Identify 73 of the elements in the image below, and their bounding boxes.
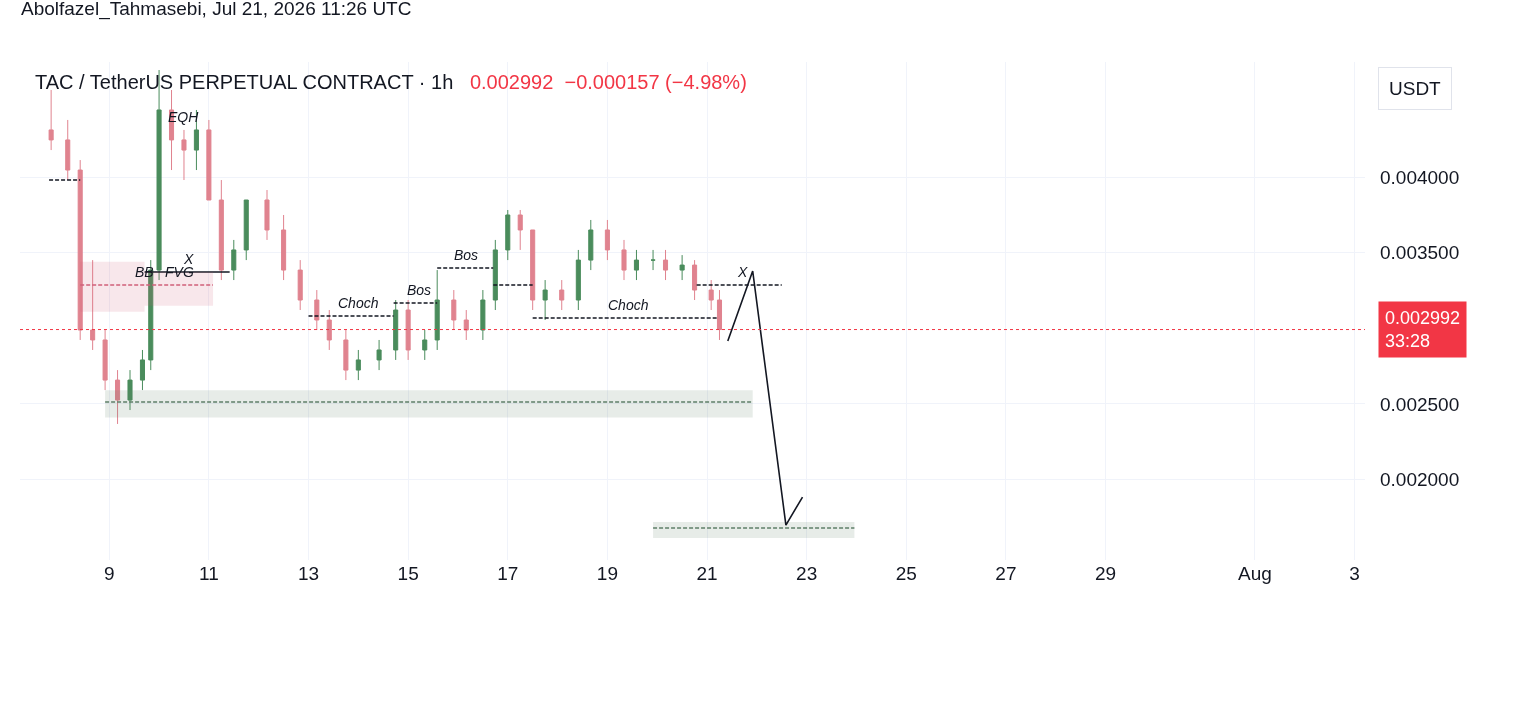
candlestick [650, 249, 656, 271]
candlestick [463, 309, 469, 341]
candlestick [102, 329, 108, 391]
y-tick-label: 0.002000 [1380, 469, 1460, 491]
candlestick [530, 229, 536, 311]
y-axis-title: USDT [1389, 78, 1442, 99]
annotation: X [737, 264, 748, 280]
ref-line-label: 0.002992 33:28 [1385, 308, 1461, 352]
candlestick [218, 179, 224, 281]
candlestick [434, 269, 440, 351]
y-tick-label: 0.004000 [1380, 166, 1460, 188]
candlestick [679, 254, 685, 281]
x-tick-label: 29 [1094, 563, 1117, 584]
candlestick [451, 289, 457, 331]
candlestick [517, 209, 523, 251]
candlestick [181, 129, 187, 181]
x-tick-label: 9 [103, 563, 115, 584]
candlestick [264, 189, 270, 241]
candlestick [492, 239, 498, 311]
candlestick [422, 329, 428, 361]
x-tick-label: 17 [497, 563, 519, 584]
text: Abolfazel_Tahmasebi, Jul 21, 2026 11:26 UTC [21, 0, 412, 20]
annotation: Choch [608, 297, 649, 313]
candlestick [575, 249, 581, 311]
candlestick [326, 309, 332, 351]
candlestick [139, 349, 145, 391]
candlestick [355, 349, 361, 381]
x-tick-label: 19 [596, 563, 618, 584]
annotation: Choch [338, 295, 379, 311]
candlestick [505, 209, 511, 261]
x-tick-label: 23 [796, 563, 818, 584]
candlestick [115, 369, 121, 425]
candlestick [480, 289, 486, 341]
x-tick-label: 15 [397, 563, 419, 584]
x-tick-label: Aug [1238, 563, 1272, 584]
x-tick-label: 13 [297, 563, 320, 584]
candlestick [297, 259, 303, 311]
candlestick [692, 259, 698, 301]
y-tick-label: 0.002500 [1380, 393, 1460, 415]
candlestick [231, 239, 237, 281]
x-tick-label: 11 [199, 563, 219, 584]
candlestick [343, 329, 349, 381]
x-tick-label: 21 [696, 563, 718, 584]
y-tick-label: 0.003500 [1380, 242, 1460, 264]
candlestick [127, 369, 133, 411]
x-tick-label: 27 [995, 563, 1017, 584]
candlestick [281, 214, 287, 281]
annotation: X [183, 251, 194, 267]
candlestick [633, 249, 639, 281]
candlestick [243, 199, 249, 261]
candlestick [314, 289, 320, 331]
candlestick [405, 299, 411, 361]
candlestick [559, 279, 565, 311]
candlestick [65, 119, 71, 181]
candlestick [716, 289, 723, 341]
text: TAC / TetherUS PERPETUAL CONTRACT · 1h [35, 71, 454, 93]
candlestick [376, 339, 382, 371]
candlestick [542, 279, 548, 321]
x-tick-label: 25 [895, 563, 917, 584]
candlestick [604, 219, 610, 261]
candlestick [588, 219, 594, 271]
text: 0.002992 −0.000157 (−4.98%) [469, 71, 747, 93]
candlestick [90, 259, 96, 351]
candlestick [77, 159, 83, 341]
candlestick [48, 89, 54, 151]
annotation: Bos [407, 282, 432, 298]
candlestick [662, 249, 669, 281]
candlestick [708, 279, 714, 311]
candlestick [621, 239, 627, 281]
x-tick-label: 3 [1349, 563, 1360, 584]
annotation: Bos [454, 247, 479, 263]
candlestick [393, 299, 399, 361]
candlestick [206, 119, 212, 201]
